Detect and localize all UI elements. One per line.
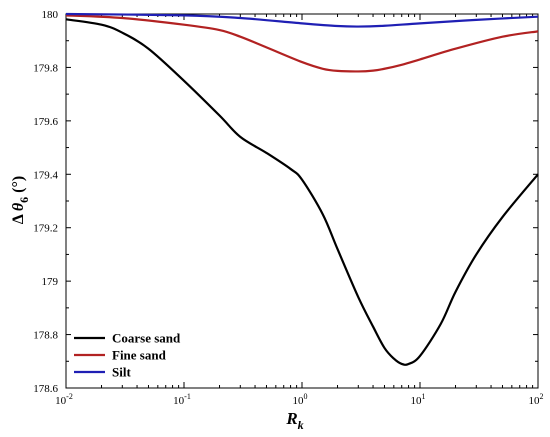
y-tick-label: 180 (42, 9, 59, 21)
legend: Coarse sand Fine sand Silt (74, 331, 181, 380)
legend-label: Silt (112, 365, 131, 380)
y-tick-label: 178.6 (33, 383, 58, 395)
axis-ticks: 178.6 178.8 179 179.2 179.4 179.6 179.8 180 10-2… (33, 9, 543, 407)
series-line-fine-sand (65, 14, 539, 73)
x-tick-label: 101 (411, 392, 426, 407)
legend-label: Coarse sand (112, 331, 181, 346)
y-tick-label: 179.2 (33, 223, 58, 235)
series-line-silt (65, 12, 539, 28)
legend-label: Fine sand (112, 348, 167, 363)
x-tick-label: 100 (293, 392, 308, 407)
y-axis-title: Δθ6 (°) (10, 176, 31, 224)
y-tick-label: 179.8 (33, 62, 58, 74)
x-tick-label: 10-1 (173, 392, 191, 407)
series-line-coarse-sand (65, 18, 539, 366)
y-tick-label: 179.6 (33, 116, 58, 128)
series-layer (65, 12, 539, 366)
y-tick-label: 178.8 (33, 330, 58, 342)
y-tick-label: 179.4 (33, 169, 58, 181)
x-axis-title: Rk (285, 409, 303, 432)
y-tick-label: 179 (42, 276, 59, 288)
x-tick-label: 10-2 (55, 392, 73, 407)
x-tick-label: 102 (529, 392, 544, 407)
